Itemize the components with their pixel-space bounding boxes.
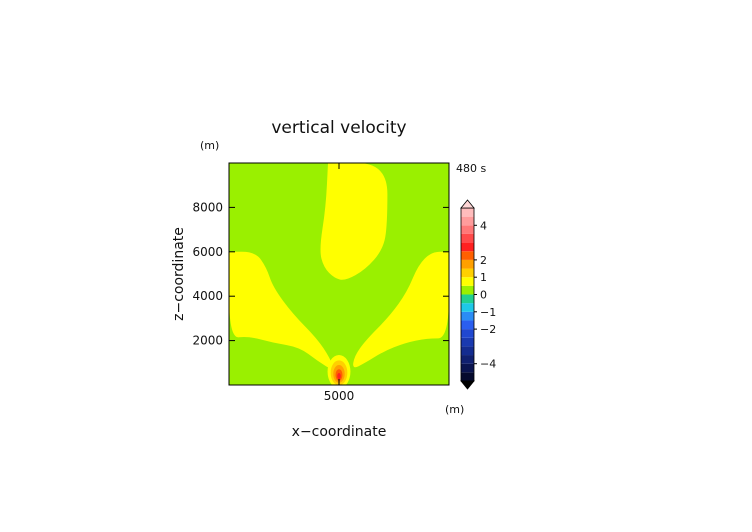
region-left-arm [229, 251, 333, 369]
colorbar-segment-8 [461, 303, 474, 312]
colorbar-segment-13 [461, 259, 474, 269]
y-tick-label: 2000 [192, 334, 223, 348]
colorbar-tick-label: −1 [480, 306, 496, 319]
time-label: 480 s [456, 162, 486, 175]
x-unit-label: (m) [445, 403, 464, 416]
colorbar-tick-label: 0 [480, 289, 487, 302]
colorbar-segment-18 [461, 216, 474, 226]
y-axis-label: z−coordinate [171, 227, 187, 321]
colorbar-segment-17 [461, 225, 474, 234]
colorbar-segment-3 [461, 346, 474, 356]
colorbar-tick-label: −4 [480, 358, 496, 371]
colorbar: 4 2 1 0 −1 −2 −4 [460, 199, 496, 390]
y-tick-label: 8000 [192, 200, 223, 214]
colorbar-segment-19 [461, 208, 474, 217]
chart-title: vertical velocity [271, 118, 406, 138]
colorbar-tick-label: 2 [480, 254, 487, 267]
colorbar-segment-7 [461, 311, 474, 321]
colorbar-tick-label: 1 [480, 271, 487, 284]
colorbar-overflow-arrow [460, 199, 475, 209]
colorbar-segment-14 [461, 251, 474, 260]
source-contour-4 [337, 373, 341, 380]
colorbar-segment-12 [461, 268, 474, 278]
colorbar-segment-0 [461, 372, 474, 381]
colorbar-tick-label: 4 [480, 219, 487, 232]
y-tick-label: 4000 [192, 289, 223, 303]
colorbar-underflow-arrow [460, 380, 475, 390]
colorbar-segment-1 [461, 363, 474, 373]
colorbar-segment-4 [461, 337, 474, 347]
velocity-field [229, 163, 449, 385]
x-axis-label: x−coordinate [292, 424, 387, 440]
y-tick-label: 6000 [192, 245, 223, 259]
colorbar-segment-2 [461, 355, 474, 364]
region-upper-updraft [320, 163, 388, 280]
colorbar-segment-6 [461, 320, 474, 330]
colorbar-segment-15 [461, 242, 474, 252]
x-tick-label: 5000 [324, 389, 355, 403]
colorbar-segment-10 [461, 285, 474, 295]
axis-ticks: 5000 2000 4000 6000 8000 [192, 163, 449, 403]
colorbar-segment-5 [461, 329, 474, 338]
region-right-arm [353, 251, 449, 368]
y-unit-label: (m) [200, 139, 219, 152]
colorbar-segment-9 [461, 294, 474, 304]
colorbar-segment-16 [461, 233, 474, 243]
colorbar-segment-11 [461, 277, 474, 286]
colorbar-tick-label: −2 [480, 323, 496, 336]
